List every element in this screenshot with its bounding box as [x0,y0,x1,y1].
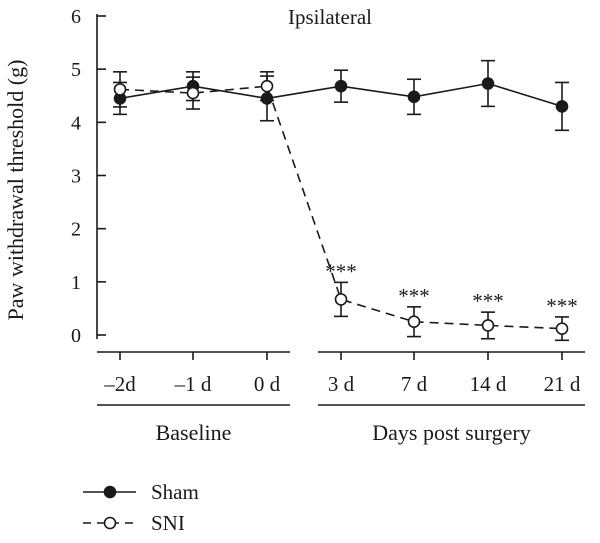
significance-label: *** [546,294,578,318]
data-point [555,322,569,335]
x-groups: Baseline Days post surgery [97,351,585,445]
series-sni: *** *** *** *** [113,71,578,342]
data-point [481,77,495,90]
data-point [334,293,348,306]
y-tick-label: 3 [71,166,81,188]
x-tick-label: 7 d [401,372,428,396]
legend-label: Sham [151,480,199,504]
y-tick-label: 1 [71,272,81,294]
y-ticks: 0 1 2 3 4 5 6 [71,6,106,347]
x-tick-label: 3 d [328,372,355,396]
x-tick-label: –1 d [174,372,212,396]
x-tick-label: 21 d [544,372,581,396]
series-sham [113,59,569,132]
y-tick-label: 4 [71,112,81,134]
y-tick-label: 0 [71,325,81,347]
y-axis-label: Paw withdrawal threshold (g) [3,60,28,321]
x-tick-label: 0 d [254,372,281,396]
chart-title: Ipsilateral [288,5,372,29]
legend-marker-sham [103,485,117,499]
y-tick-label: 6 [71,6,81,28]
y-tick-label: 5 [71,59,81,81]
significance-label: *** [325,259,357,283]
data-point [407,315,421,329]
data-point [334,79,348,93]
x-tick-label: –2d [103,372,136,396]
y-tick-label: 2 [71,219,81,241]
legend-marker-sni [103,516,117,530]
x-ticks: –2d –1 d 0 d 3 d 7 d 14 d 21 d [103,352,581,396]
data-point [407,90,421,104]
group-label: Baseline [156,420,232,445]
significance-label: *** [472,289,504,313]
group-label: Days post surgery [372,420,530,445]
data-point [555,100,569,113]
data-point [186,86,200,100]
data-point [113,83,127,96]
legend: Sham SNI [83,480,199,535]
data-point [481,319,495,332]
legend-label: SNI [151,511,185,535]
plot-area: *** *** *** *** [113,59,578,342]
significance-label: *** [398,284,430,308]
x-tick-label: 14 d [470,372,507,396]
data-point [260,79,274,93]
